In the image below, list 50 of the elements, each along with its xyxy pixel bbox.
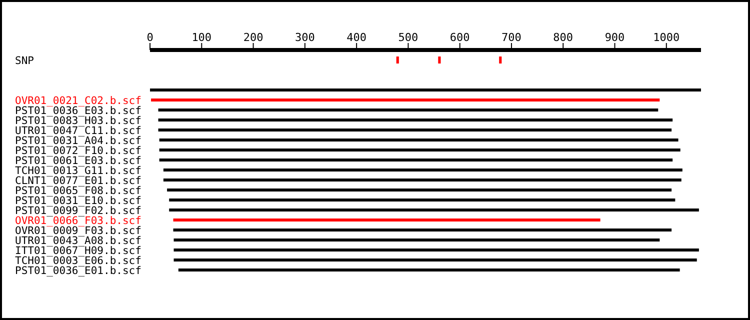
y-tick-label: PST01_0036_E03.b.scf [15, 105, 142, 117]
bar [169, 208, 699, 212]
y-tick-label: CLNT1_0077_E01.b.scf [15, 175, 142, 187]
y-tick-label: TCH01_0003_E06.b.scf [15, 255, 142, 267]
bar [499, 56, 502, 64]
bar [396, 56, 399, 64]
x-tick-label: 100 [192, 31, 212, 44]
bar [174, 258, 697, 262]
bar [173, 228, 672, 232]
y-tick-label: UTR01_0047_C11.b.scf [15, 125, 142, 137]
y-tick-label: PST01_0099_F02.b.scf [15, 205, 142, 217]
x-tick-label: 300 [294, 31, 315, 44]
x-tick-label: 800 [553, 31, 574, 44]
y-tick-label: PST01_0072_F10.b.scf [15, 145, 142, 157]
y-tick-label: OVR01_0066_F03.b.scf [15, 215, 142, 227]
bar [159, 138, 678, 142]
bar [174, 238, 660, 242]
y-tick-label: SNP [15, 55, 34, 67]
x-tick-label: 600 [450, 31, 470, 44]
bar [169, 198, 676, 202]
x-tick-label: 400 [346, 31, 366, 44]
x-tick-label: 1000 [653, 31, 680, 44]
x-tick-label: 0 [146, 31, 154, 44]
bar [178, 268, 680, 272]
bar [438, 56, 441, 64]
y-tick-label: UTR01_0043_A08.b.scf [15, 235, 142, 247]
bar [167, 188, 672, 192]
y-tick-label: PST01_0083_H03.b.scf [15, 115, 142, 127]
bar [159, 158, 673, 162]
bar [158, 128, 672, 132]
y-tick-label: PST01_0031_A04.b.scf [15, 135, 142, 147]
y-tick-label: TCH01_0013_G11.b.scf [15, 165, 142, 177]
bar [158, 118, 673, 122]
y-tick-label: PST01_0036_E01.b.scf [15, 265, 142, 277]
bar [150, 88, 701, 92]
bar [158, 108, 658, 112]
y-tick-label: ITT01_0067_H09.b.scf [15, 245, 142, 257]
x-tick-label: 200 [243, 31, 264, 44]
y-tick-label: PST01_0031_E10.b.scf [15, 195, 142, 207]
y-tick-label: PST01_0061_E03.b.scf [15, 155, 142, 167]
x-tick-label: 900 [604, 31, 625, 44]
bar [174, 248, 699, 252]
y-tick-label: PST01_0065_F08.b.scf [15, 185, 142, 197]
x-tick-label: 500 [398, 31, 418, 44]
bar [159, 148, 680, 152]
bar [163, 168, 682, 172]
y-tick-label: OVR01_0009_F03.b.scf [15, 225, 142, 237]
y-tick-label: OVR01_0021_C02.b.scf [15, 95, 142, 107]
bar [163, 178, 682, 182]
x-tick-label: 700 [502, 31, 522, 44]
